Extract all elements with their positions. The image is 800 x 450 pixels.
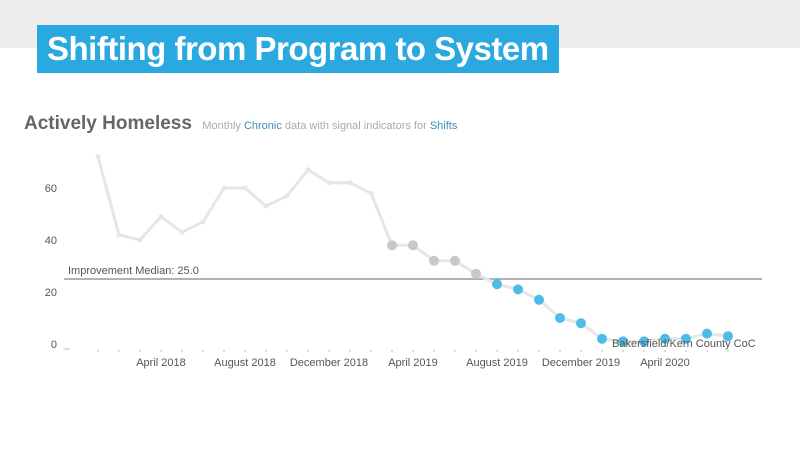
y-tick-label: 0 <box>51 339 57 351</box>
x-tick-label: December 2019 <box>542 357 620 369</box>
y-tick-label: 40 <box>45 235 57 247</box>
subtitle-chronic: Chronic <box>243 120 282 132</box>
data-point <box>368 190 374 196</box>
data-point-signal-gray <box>471 268 481 279</box>
data-point <box>263 203 269 209</box>
data-point-signal-gray <box>408 240 418 251</box>
data-point <box>347 180 353 186</box>
x-tick-label: April 2019 <box>388 357 438 369</box>
data-point <box>95 154 101 160</box>
data-point-signal-blue <box>618 336 628 347</box>
data-point-signal-blue <box>639 336 649 347</box>
x-tick-label: April 2020 <box>640 357 690 369</box>
x-tick-label: April 2018 <box>136 357 186 369</box>
data-point-signal-blue <box>534 294 544 305</box>
data-point <box>137 237 143 243</box>
data-point <box>179 229 185 235</box>
data-point-signal-blue <box>660 333 670 344</box>
subtitle-middle: data with signal indicators for <box>281 120 430 132</box>
data-point-signal-blue <box>555 313 565 323</box>
x-tick-label: December 2018 <box>290 357 368 369</box>
data-point-signal-gray <box>429 255 439 266</box>
subtitle-prefix: Monthly <box>202 120 244 132</box>
data-point-signal-blue <box>723 331 733 342</box>
data-point <box>221 185 227 191</box>
data-point <box>284 193 290 199</box>
data-point-signal-blue <box>492 279 502 290</box>
x-tick-label: August 2018 <box>214 357 276 369</box>
subtitle-shifts: Shifts <box>429 120 458 132</box>
x-tick-label: August 2019 <box>466 357 528 369</box>
y-tick-label: 20 <box>45 287 57 299</box>
data-point-signal-blue <box>597 333 607 344</box>
data-point <box>326 180 332 186</box>
data-point-signal-blue <box>702 328 712 339</box>
chart-title: Actively Homeless <box>24 113 192 134</box>
slide-title: Shifting from Program to System <box>37 25 559 73</box>
data-point <box>305 167 311 173</box>
y-tick-label: 60 <box>45 183 57 195</box>
data-point <box>158 214 164 220</box>
data-point-signal-blue <box>681 333 691 344</box>
data-point-signal-blue <box>513 284 523 295</box>
data-point <box>116 232 122 238</box>
data-point <box>200 219 206 225</box>
data-point-signal-gray <box>450 255 460 266</box>
median-label: Improvement Median: 25.0 <box>68 265 199 277</box>
chart-heading: Actively Homeless Monthly Chronic data w… <box>24 113 457 135</box>
data-point <box>242 185 248 191</box>
data-point-signal-blue <box>576 318 586 329</box>
data-point-signal-gray <box>387 240 397 251</box>
series-label: Bakersfield/Kern County CoC <box>612 338 756 350</box>
chart-subtitle: Monthly Chronic data with signal indicat… <box>202 120 457 132</box>
